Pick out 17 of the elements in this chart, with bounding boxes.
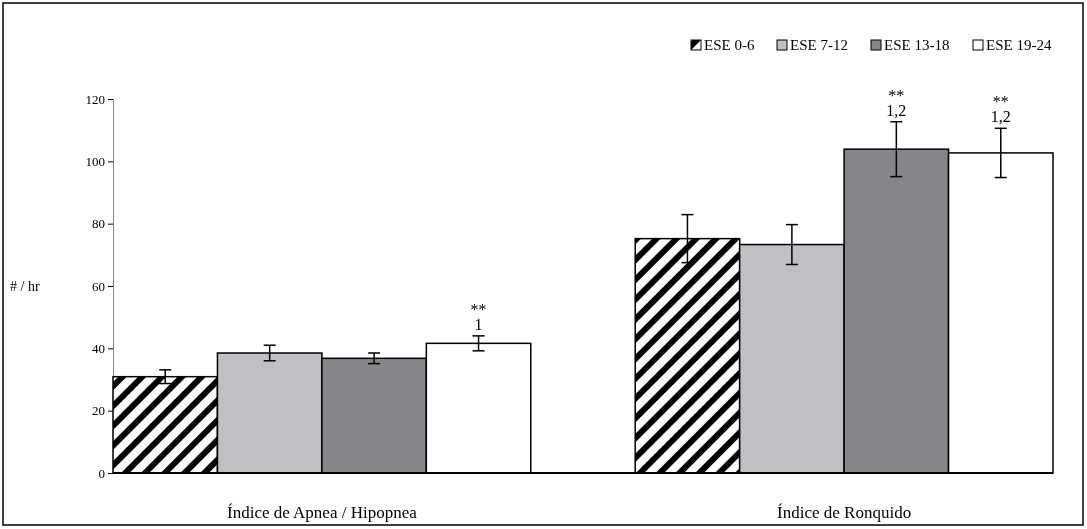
y-tick-label: 20 bbox=[92, 403, 105, 419]
legend-label: ESE 7-12 bbox=[790, 37, 848, 53]
y-axis-title: # / hr bbox=[10, 279, 40, 294]
x-tick-label: Índice de Ronquido bbox=[777, 503, 912, 522]
x-tick-label: Índice de Apnea / Hipopnea bbox=[227, 503, 418, 522]
legend-label: ESE 13-18 bbox=[884, 37, 950, 53]
y-tick-label: 0 bbox=[98, 465, 105, 481]
legend-label: ESE 0-6 bbox=[704, 37, 755, 53]
annotation: ** 1,2 bbox=[886, 86, 907, 119]
y-tick-label: 80 bbox=[92, 216, 105, 232]
legend-label: ESE 19-24 bbox=[986, 37, 1052, 53]
y-tick-label: 100 bbox=[85, 153, 105, 169]
y-tick-label: 40 bbox=[92, 340, 105, 356]
annotation: ** 1 bbox=[470, 300, 487, 333]
annotation: ** 1,2 bbox=[990, 93, 1011, 126]
y-tick-label: 120 bbox=[85, 91, 105, 107]
y-tick-label: 60 bbox=[92, 278, 105, 294]
